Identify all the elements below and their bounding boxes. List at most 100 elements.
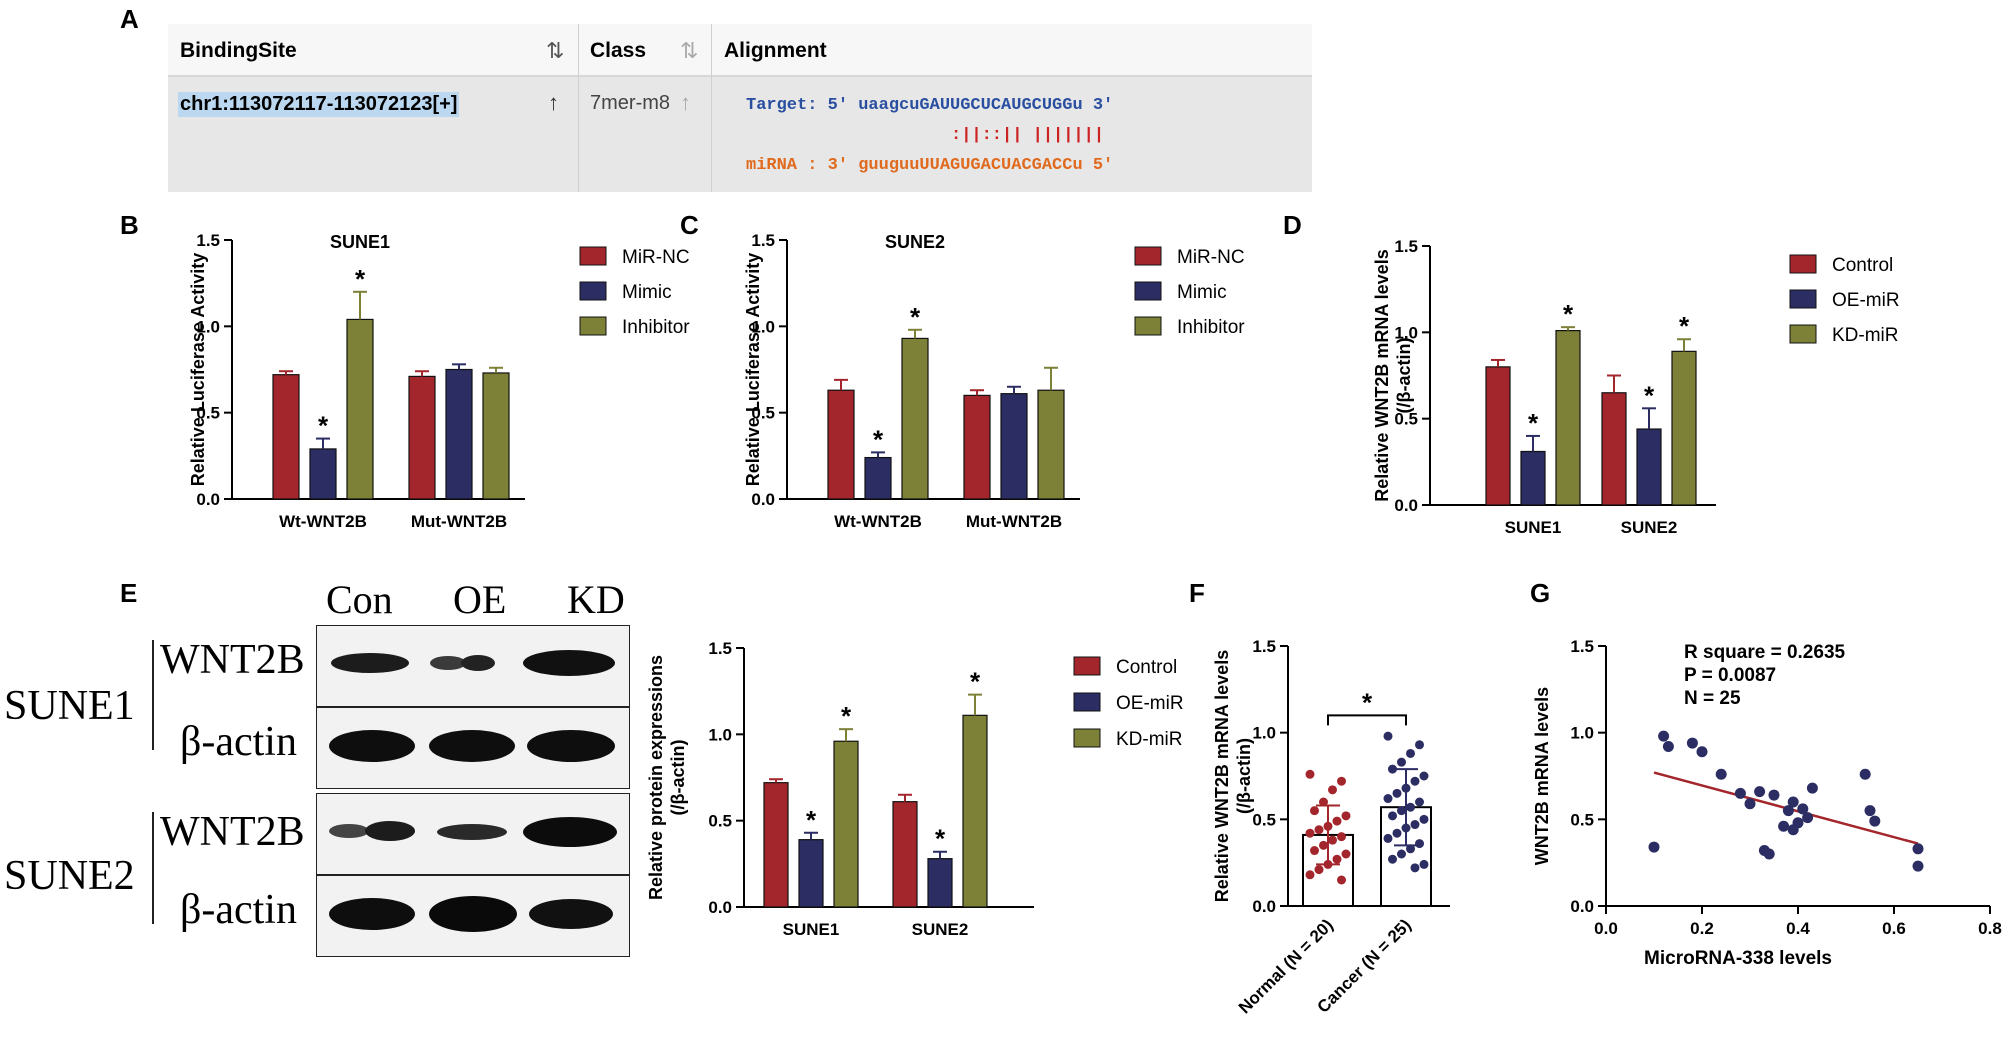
panel-label-c: C [680,210,699,240]
x-tick-label: Mut-WNT2B [411,512,507,531]
data-point [1715,768,1727,780]
data-point [1802,812,1814,824]
header-alignment: Alignment [724,39,827,62]
data-point [1410,863,1420,873]
class-value: 7mer-m8 [590,92,671,114]
data-point [1305,828,1315,838]
data-point [1323,821,1333,831]
data-point [1323,859,1333,869]
data-point [1397,757,1406,767]
significance-mark: * [873,424,884,454]
data-point [1415,740,1424,750]
significance-mark: * [1528,408,1539,438]
column-bindingsite [168,24,579,192]
y-tick-label: 1.5 [1394,237,1418,256]
data-point [1383,794,1393,804]
legend-label: KD-miR [1832,325,1899,346]
data-point [1337,776,1346,786]
significance-mark: * [1644,380,1655,410]
sort-updown-icon[interactable]: ⇅ [680,38,699,63]
binding-site-value[interactable]: chr1:113072117-113072123[+] [178,92,460,117]
data-point [1686,737,1698,749]
data-point [1310,806,1319,816]
panel-label-g: G [1530,578,1551,608]
y-axis-label: Relative WNT2B mRNA levels [1372,249,1392,501]
x-tick-label: SUNE1 [1505,518,1562,537]
y-tick-label: 1.0 [1570,724,1594,743]
data-point [1734,787,1746,799]
data-point [1410,776,1420,786]
header-bindingsite[interactable]: BindingSite [180,39,297,62]
x-tick-label: 0.8 [1978,919,2002,938]
data-point [1397,806,1406,816]
y-tick-label: 0.0 [1252,897,1276,916]
y-axis-label-unit: (/β-actin) [1394,338,1414,414]
blot-row-label: WNT2B [160,637,305,683]
x-tick-label: 0.0 [1594,919,1618,938]
data-point [1401,783,1411,793]
bracket-sune2 [152,812,154,924]
bar [408,375,436,500]
blot-band [527,730,615,762]
legend-label: Control [1116,657,1177,678]
y-axis-label: Relative protein expressions [646,655,666,900]
header-class[interactable]: Class [590,39,647,62]
y-axis-label: Relative Luciferase Activity [743,253,763,486]
data-point [1310,846,1319,856]
significance-bracket [1327,714,1407,726]
data-point [1763,848,1775,860]
data-point [1912,843,1924,855]
blot-row-label: WNT2B [160,809,305,855]
bar [309,448,337,500]
data-point [1419,859,1429,869]
blot-band [365,821,415,841]
data-point [1696,746,1708,758]
data-point [1754,786,1766,798]
sort-updown-icon[interactable]: ⇅ [546,38,565,63]
y-tick-label: 0.0 [1394,496,1418,515]
table-header [168,24,1312,77]
mirna-sequence: miRNA : 3' guuguuUUAGUGACUACGACCu 5' [746,156,1114,175]
blot-band [429,896,517,932]
data-point [1864,805,1876,817]
data-point [1388,811,1397,821]
blot-row-label: β-actin [180,719,297,765]
y-tick-label: 0.5 [1394,410,1418,429]
y-tick-label: 1.5 [751,231,775,250]
blot-band [331,653,409,673]
legend-swatch [1134,281,1162,301]
y-tick-label: 0.0 [1570,897,1594,916]
y-axis-label: Relative WNT2B mRNA levels [1212,650,1232,902]
legend-swatch [1073,692,1101,712]
legend-label: Inhibitor [622,317,690,338]
x-tick-label: 0.2 [1690,919,1714,938]
blot-strip [316,793,630,875]
blot-col-con: Con [326,577,393,622]
data-point [1341,811,1351,821]
data-point [1337,875,1346,885]
x-tick-label: 0.4 [1786,919,1810,938]
blot-col-oe: OE [453,577,507,622]
bar [901,337,929,500]
y-tick-label: 1.0 [1252,724,1276,743]
sort-up-icon: ↑ [680,90,691,115]
data-point [1328,835,1337,845]
y-tick-label: 1.0 [708,725,732,744]
bar [833,740,859,908]
stat-annotation: N = 25 [1684,688,1741,709]
data-point [1332,854,1342,864]
data-point [1787,824,1799,836]
blot-band [529,899,613,929]
blot-col-kd: KD [567,577,625,622]
data-point [1388,764,1397,774]
x-axis-label: MicroRNA-338 levels [1644,948,1832,969]
legend-label: Mimic [622,282,672,303]
bar [963,394,991,500]
y-tick-label: 0.0 [751,490,775,509]
legend-label: Control [1832,255,1893,276]
blot-band [329,730,415,762]
legend-label: MiR-NC [1177,247,1245,268]
data-point [1392,828,1402,838]
bar [827,389,855,500]
bar [892,801,918,908]
